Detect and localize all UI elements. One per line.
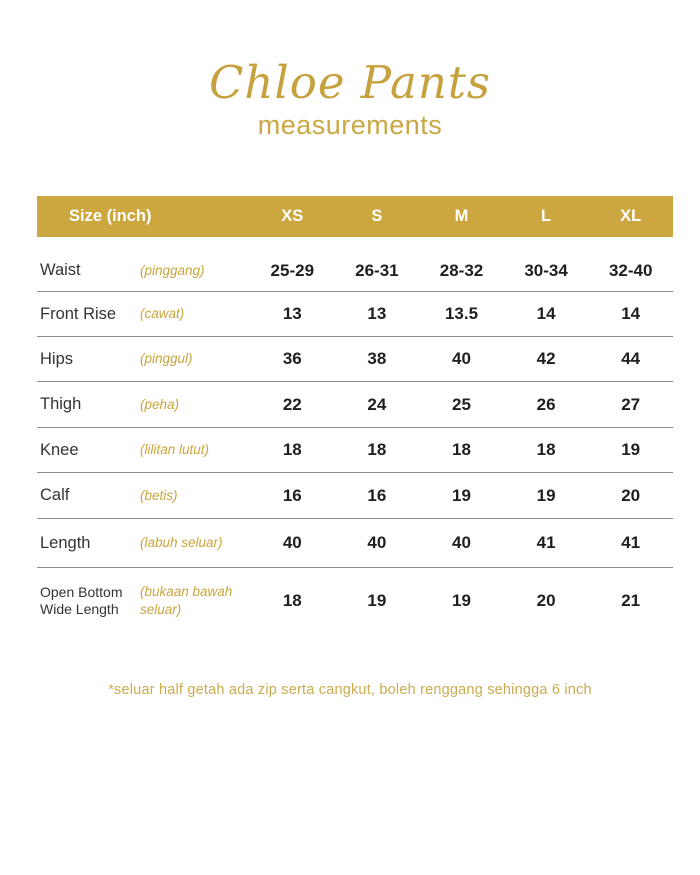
measurement-row: Length (labuh seluar) 40 40 40 41 41 [37,519,673,568]
cell-value: 13 [282,304,302,323]
cell-value: 40 [282,533,302,552]
cell-value: 38 [367,349,387,368]
row-label-malay: (betis) [140,487,178,503]
cell-value: 32-40 [608,260,653,280]
cell-value: 42 [536,349,556,368]
size-column-header-s: S [371,207,383,225]
cell-value: 19 [452,591,471,610]
cell-value: 30-34 [524,260,568,280]
cell-value: 19 [367,591,387,610]
title-block: Chloe Pants measurements [0,58,700,141]
cell-value: 26 [536,394,556,414]
row-label-malay: (lilitan lutut) [140,442,210,458]
size-table-body: Waist (pinggang) 25-29 26-31 28-32 30-34 32-40… [37,237,673,634]
measurement-row: Calf (betis) 16 16 19 19 20 [37,473,673,519]
cell-value: 41 [621,533,641,552]
cell-value: 24 [367,394,387,414]
cell-value: 25-29 [270,260,315,280]
cell-value: 14 [621,304,641,323]
row-label: Hips [40,349,74,368]
row-label: Length [40,533,91,552]
cell-value: 18 [452,440,471,459]
row-label-malay: (pinggang) [140,262,205,278]
cell-value: 26-31 [355,260,399,280]
measurement-row: Hips (pinggul) 36 38 40 42 44 [37,337,673,382]
cell-value: 28-32 [439,260,484,280]
cell-value: 13 [367,304,387,323]
size-column-header-l: L [541,207,552,225]
row-label-malay: (cawat) [140,306,185,322]
cell-value: 18 [536,440,556,459]
product-title: Chloe Pants [208,56,492,109]
size-column-header-xs: XS [281,207,304,225]
cell-value: 14 [536,304,556,323]
row-label: Knee [40,440,79,459]
cell-value: 22 [282,394,302,414]
measurement-row: Knee (lilitan lutut) 18 18 18 18 19 [37,428,673,473]
cell-value: 20 [621,485,641,505]
cell-value: 27 [621,394,641,414]
row-label-malay: (bukaan bawah seluar) [140,584,233,617]
size-column-header-m: M [454,207,469,225]
cell-value: 25 [452,394,471,414]
footnote: *seluar half getah ada zip serta cangkut… [108,682,592,698]
cell-value: 40 [452,533,471,552]
row-label: Calf [40,486,70,505]
cell-value: 19 [536,485,556,505]
row-label-malay: (peha) [140,396,180,412]
cell-value: 16 [367,485,387,505]
cell-value: 41 [536,533,556,552]
row-label: Thigh [40,395,82,414]
row-label: Front Rise [40,304,117,323]
measurement-row: Front Rise (cawat) 13 13 13.5 14 14 [37,292,673,337]
size-table-header-row: Size (inch) XS S M L XL [37,196,673,237]
cell-value: 19 [621,440,641,459]
cell-value: 18 [367,440,387,459]
cell-value: 13.5 [444,304,479,323]
row-label-malay: (labuh seluar) [140,535,223,551]
row-label-malay: (pinggul) [140,351,193,367]
row-label: Waist [40,261,81,280]
cell-value: 21 [621,591,641,610]
measurement-row: Thigh (peha) 22 24 25 26 27 [37,382,673,428]
cell-value: 20 [536,591,556,610]
cell-value: 18 [282,591,302,610]
cell-value: 40 [452,349,471,368]
cell-value: 40 [367,533,387,552]
cell-value: 44 [621,349,641,368]
measurement-row: Waist (pinggang) 25-29 26-31 28-32 30-34 32-40 [37,237,673,292]
cell-value: 36 [282,349,302,368]
cell-value: 16 [282,485,302,505]
size-unit-label: Size (inch) [69,207,152,225]
page-subtitle: measurements [257,109,443,140]
cell-value: 18 [282,440,302,459]
size-column-header-xl: XL [620,207,642,225]
cell-value: 19 [452,485,471,505]
measurement-row: Open Bottom Wide Length (bukaan bawah sel… [37,568,673,634]
row-label: Open Bottom Wide Length [40,583,123,618]
